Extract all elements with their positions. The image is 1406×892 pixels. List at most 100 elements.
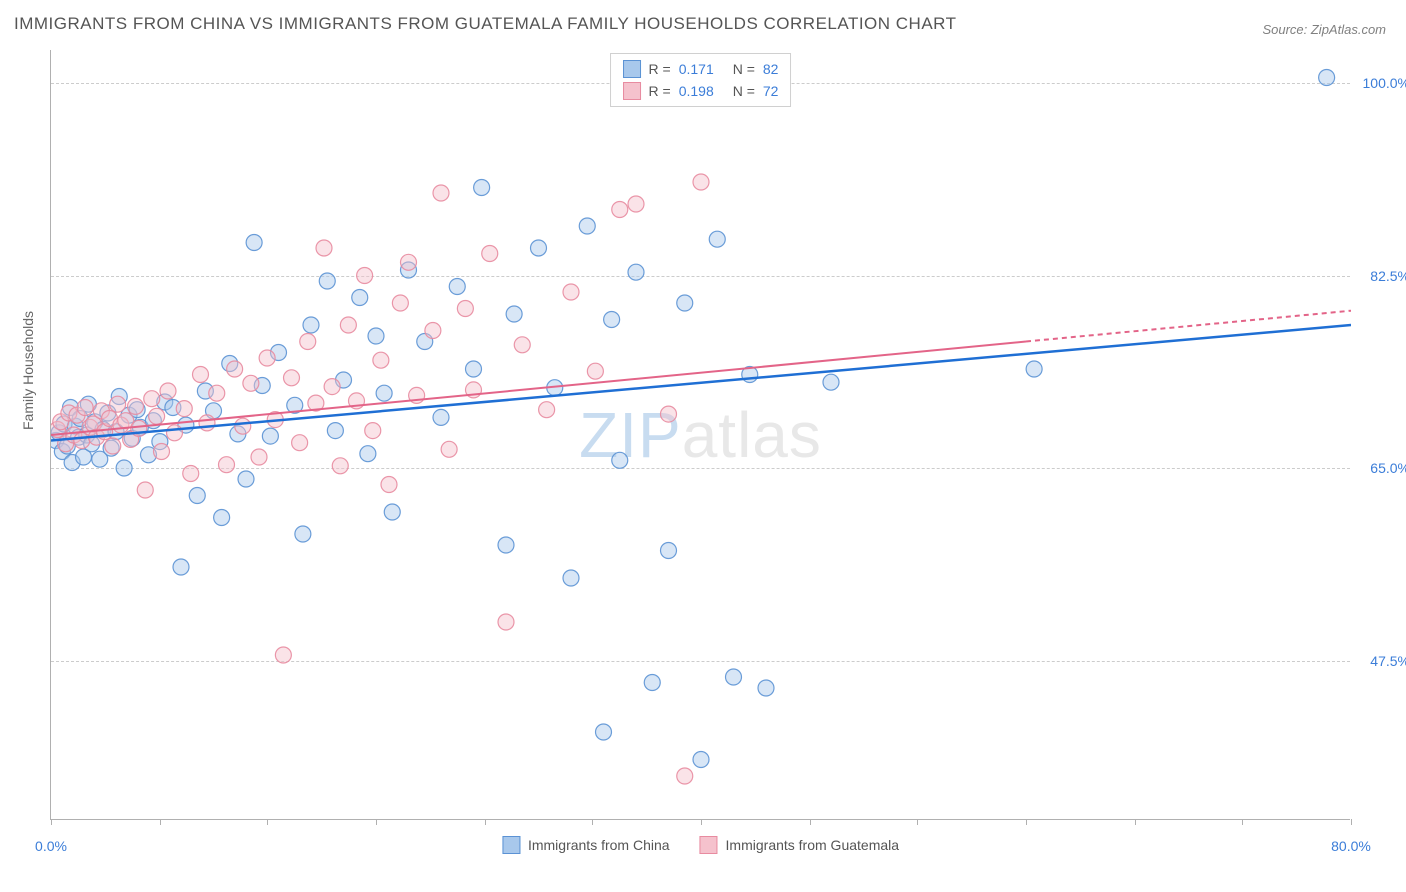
scatter-point: [384, 504, 400, 520]
ytick-label: 100.0%: [1355, 75, 1406, 91]
scatter-point: [332, 458, 348, 474]
trendline-dashed: [1026, 311, 1351, 342]
scatter-point: [160, 383, 176, 399]
scatter-point: [693, 752, 709, 768]
scatter-point: [262, 428, 278, 444]
scatter-point: [295, 526, 311, 542]
scatter-point: [539, 402, 555, 418]
scatter-point: [587, 363, 603, 379]
swatch-series-0: [623, 60, 641, 78]
scatter-point: [506, 306, 522, 322]
scatter-point: [474, 180, 490, 196]
scatter-point: [137, 482, 153, 498]
scatter-point: [628, 264, 644, 280]
scatter-point: [661, 406, 677, 422]
scatter-point: [352, 290, 368, 306]
xtick-label: 80.0%: [1331, 838, 1371, 854]
scatter-point: [441, 441, 457, 457]
scatter-point: [709, 231, 725, 247]
legend-bottom-label-0: Immigrants from China: [528, 837, 670, 853]
scatter-point: [596, 724, 612, 740]
legend-top: R = 0.171 N = 82 R = 0.198 N = 72: [610, 53, 792, 107]
swatch-bottom-0: [502, 836, 520, 854]
legend-r-label-1: R =: [649, 83, 671, 99]
scatter-point: [154, 444, 170, 460]
scatter-point: [77, 400, 93, 416]
scatter-point: [365, 423, 381, 439]
scatter-point: [110, 396, 126, 412]
scatter-point: [360, 446, 376, 462]
scatter-point: [144, 391, 160, 407]
scatter-point: [823, 374, 839, 390]
scatter-point: [368, 328, 384, 344]
scatter-point: [644, 675, 660, 691]
scatter-point: [628, 196, 644, 212]
scatter-point: [251, 449, 267, 465]
swatch-bottom-1: [700, 836, 718, 854]
scatter-point: [275, 647, 291, 663]
scatter-point: [199, 415, 215, 431]
scatter-point: [316, 240, 332, 256]
legend-n-label-1: N =: [733, 83, 755, 99]
scatter-point: [677, 768, 693, 784]
scatter-point: [128, 398, 144, 414]
scatter-point: [319, 273, 335, 289]
scatter-point: [1026, 361, 1042, 377]
scatter-point: [300, 334, 316, 350]
scatter-point: [327, 423, 343, 439]
scatter-point: [193, 367, 209, 383]
scatter-point: [425, 323, 441, 339]
scatter-point: [324, 379, 340, 395]
scatter-point: [284, 370, 300, 386]
scatter-point: [357, 268, 373, 284]
ytick-label: 65.0%: [1355, 460, 1406, 476]
scatter-point: [381, 477, 397, 493]
scatter-point: [214, 510, 230, 526]
scatter-point: [579, 218, 595, 234]
scatter-point: [482, 246, 498, 262]
scatter-point: [227, 361, 243, 377]
scatter-point: [498, 537, 514, 553]
scatter-point: [612, 452, 628, 468]
plot-area: ZIPatlas 47.5%65.0%82.5%100.0% R = 0.171…: [50, 50, 1350, 820]
scatter-point: [563, 284, 579, 300]
scatter-point: [392, 295, 408, 311]
legend-r-label-0: R =: [649, 61, 671, 77]
scatter-point: [173, 559, 189, 575]
legend-top-row-1: R = 0.198 N = 72: [623, 80, 779, 102]
scatter-point: [498, 614, 514, 630]
scatter-point: [259, 350, 275, 366]
scatter-point: [376, 385, 392, 401]
scatter-point: [449, 279, 465, 295]
legend-n-value-1: 72: [763, 83, 779, 99]
scatter-point: [661, 543, 677, 559]
scatter-point: [433, 185, 449, 201]
scatter-point: [183, 466, 199, 482]
scatter-point: [1319, 70, 1335, 86]
scatter-point: [243, 375, 259, 391]
scatter-point: [531, 240, 547, 256]
scatter-point: [219, 457, 235, 473]
swatch-series-1: [623, 82, 641, 100]
legend-top-row-0: R = 0.171 N = 82: [623, 58, 779, 80]
y-axis-label: Family Households: [20, 311, 36, 430]
scatter-point: [457, 301, 473, 317]
scatter-point: [563, 570, 579, 586]
xtick-label: 0.0%: [35, 838, 67, 854]
xtick: [1351, 819, 1352, 825]
source-label: Source: ZipAtlas.com: [1262, 22, 1386, 37]
scatter-point: [149, 408, 165, 424]
chart-svg: [51, 50, 1351, 820]
scatter-point: [303, 317, 319, 333]
legend-bottom-item-1: Immigrants from Guatemala: [700, 836, 900, 854]
scatter-point: [340, 317, 356, 333]
scatter-point: [726, 669, 742, 685]
scatter-point: [758, 680, 774, 696]
legend-bottom-item-0: Immigrants from China: [502, 836, 670, 854]
scatter-point: [116, 460, 132, 476]
scatter-point: [693, 174, 709, 190]
legend-bottom: Immigrants from China Immigrants from Gu…: [502, 836, 899, 854]
scatter-point: [246, 235, 262, 251]
scatter-point: [401, 254, 417, 270]
scatter-point: [176, 401, 192, 417]
